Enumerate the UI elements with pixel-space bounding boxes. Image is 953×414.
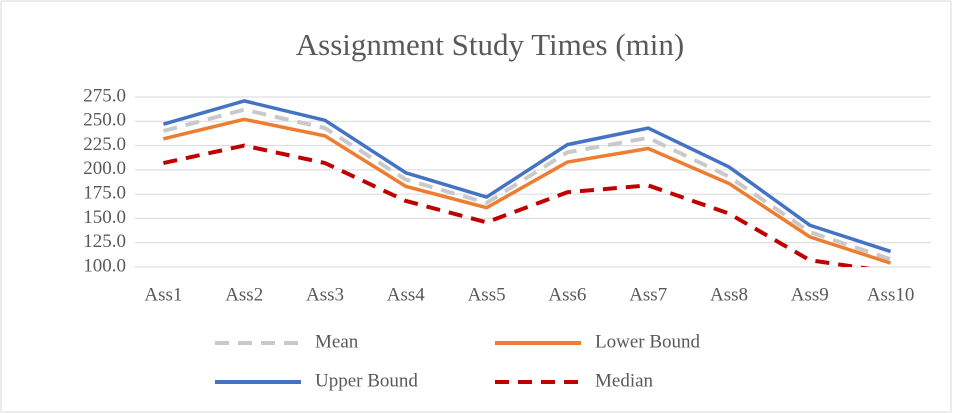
x-tick-label: Ass1 bbox=[144, 284, 182, 305]
y-tick-label: 125.0 bbox=[83, 231, 126, 252]
y-tick-label: 250.0 bbox=[83, 110, 126, 131]
x-tick-label: Ass7 bbox=[629, 284, 667, 305]
legend-label: Mean bbox=[315, 331, 359, 352]
x-tick-label: Ass8 bbox=[710, 284, 748, 305]
x-tick-label: Ass9 bbox=[791, 284, 829, 305]
y-tick-label: 100.0 bbox=[83, 255, 126, 276]
x-tick-label: Ass3 bbox=[306, 284, 344, 305]
series-line bbox=[162, 107, 892, 262]
series-line bbox=[162, 99, 892, 254]
y-tick-label: 275.0 bbox=[83, 85, 126, 106]
legend-label: Upper Bound bbox=[315, 370, 418, 391]
y-tick-label: 225.0 bbox=[83, 134, 126, 155]
legend-label: Median bbox=[595, 370, 654, 391]
series-line bbox=[162, 117, 892, 265]
chart-title: Assignment Study Times (min) bbox=[296, 27, 684, 62]
x-tick-label: Ass10 bbox=[867, 284, 915, 305]
y-tick-label: 175.0 bbox=[83, 183, 126, 204]
x-tick-label: Ass5 bbox=[468, 284, 506, 305]
y-tick-label: 150.0 bbox=[83, 207, 126, 228]
x-tick-label: Ass6 bbox=[548, 284, 586, 305]
y-tick-label: 200.0 bbox=[83, 158, 126, 179]
legend-label: Lower Bound bbox=[595, 331, 701, 352]
x-tick-label: Ass2 bbox=[225, 284, 263, 305]
x-tick-label: Ass4 bbox=[387, 284, 426, 305]
series-line bbox=[162, 143, 871, 267]
